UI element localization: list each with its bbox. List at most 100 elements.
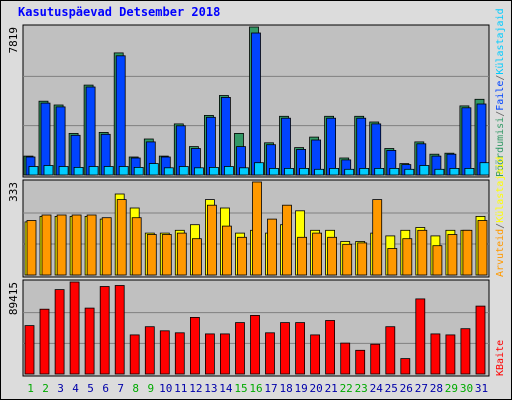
bar-bytes-kbaite-16 <box>250 314 260 375</box>
bar-hits-faile-14 <box>220 97 231 176</box>
bar-hits-külastajaid-2 <box>43 165 54 176</box>
bar-hits-külastajaid-14 <box>223 166 234 176</box>
x-tick-label-day-28: 28 <box>430 382 443 395</box>
bar-hits-külastajaid-17 <box>269 167 279 176</box>
bar-hits-faile-2 <box>40 102 51 176</box>
x-tick-label-day-3: 3 <box>57 382 64 395</box>
bar-bytes-kbaite-5 <box>84 307 95 375</box>
bar-bytes-kbaite-21 <box>325 320 336 375</box>
bar-bytes-kbaite-23 <box>355 349 366 375</box>
x-tick-label-day-7: 7 <box>117 382 124 395</box>
x-tick-label-day-23: 23 <box>355 382 368 395</box>
x-tick-label-day-14: 14 <box>219 382 233 395</box>
x-tick-label-day-20: 20 <box>309 382 322 395</box>
bar-hits-külastajaid-6 <box>103 166 114 176</box>
x-tick-label-day-31: 31 <box>475 382 488 395</box>
panel-visits-ymax-label: 333 <box>7 182 20 202</box>
bar-visits-arvuteid-4 <box>71 214 82 276</box>
bar-hits-külastajaid-23 <box>359 167 370 176</box>
x-tick-label-day-25: 25 <box>385 382 398 395</box>
bar-hits-külastajaid-9 <box>148 163 159 176</box>
x-tick-label-day-27: 27 <box>415 382 428 395</box>
right-axis-caption-middle: Arvuteid/Külastajaid <box>495 157 506 277</box>
bar-visits-arvuteid-15 <box>237 236 247 276</box>
bar-bytes-kbaite-28 <box>430 333 441 375</box>
bar-hits-faile-18 <box>281 117 291 176</box>
bar-bytes-kbaite-18 <box>280 322 290 375</box>
bar-hits-faile-13 <box>205 116 216 176</box>
x-tick-label-day-29: 29 <box>445 382 458 395</box>
bar-visits-arvuteid-7 <box>116 199 127 276</box>
bar-visits-arvuteid-10 <box>161 234 172 276</box>
x-tick-label-day-12: 12 <box>189 382 202 395</box>
x-tick-label-day-24: 24 <box>370 382 384 395</box>
bar-bytes-kbaite-2 <box>39 308 50 375</box>
bar-hits-külastajaid-30 <box>464 167 475 176</box>
bar-hits-külastajaid-28 <box>434 168 445 176</box>
bar-visits-arvuteid-30 <box>462 229 473 276</box>
bar-visits-arvuteid-16 <box>252 181 262 276</box>
bar-visits-arvuteid-12 <box>191 238 202 276</box>
bar-bytes-kbaite-27 <box>415 298 426 375</box>
bar-visits-arvuteid-20 <box>312 232 323 276</box>
bar-visits-arvuteid-17 <box>267 218 277 276</box>
right-axis-caption-part: Faile <box>495 81 506 111</box>
right-axis-caption-part: Külastajaid <box>495 8 506 74</box>
x-tick-label-day-15: 15 <box>234 382 247 395</box>
bar-visits-arvuteid-23 <box>357 242 368 276</box>
bar-bytes-kbaite-12 <box>189 316 200 375</box>
bar-bytes-kbaite-4 <box>69 281 80 375</box>
bar-hits-külastajaid-29 <box>449 167 460 176</box>
bar-visits-arvuteid-22 <box>342 243 353 276</box>
bar-bytes-kbaite-10 <box>159 330 170 375</box>
bar-visits-arvuteid-28 <box>432 245 443 276</box>
bar-bytes-kbaite-20 <box>310 334 321 375</box>
right-axis-caption-part: Arvuteid <box>495 229 506 277</box>
bar-visits-arvuteid-5 <box>86 214 97 276</box>
bar-bytes-kbaite-30 <box>460 328 471 375</box>
x-tick-label-day-10: 10 <box>159 382 172 395</box>
right-axis-caption-part: Pöördumisi <box>495 117 506 177</box>
bar-bytes-kbaite-22 <box>340 342 351 375</box>
bar-hits-külastajaid-1 <box>28 166 39 176</box>
bar-hits-külastajaid-18 <box>284 167 294 176</box>
right-axis-caption-part: / <box>495 111 506 117</box>
right-axis-caption-top: Pöördumisi/Faile/Külastajaid <box>495 8 506 177</box>
x-tick-label-day-16: 16 <box>249 382 262 395</box>
bar-hits-külastajaid-4 <box>73 166 84 176</box>
bar-hits-külastajaid-16 <box>254 162 264 176</box>
x-tick-label-day-2: 2 <box>42 382 49 395</box>
bar-visits-arvuteid-1 <box>26 220 37 276</box>
bar-visits-arvuteid-3 <box>56 214 67 276</box>
right-axis-caption-bottom: KBaite <box>495 340 506 376</box>
bar-hits-külastajaid-5 <box>88 166 99 176</box>
panel-hits-ymax-label: 7819 <box>7 27 20 54</box>
bar-hits-külastajaid-11 <box>178 166 189 176</box>
bar-bytes-kbaite-3 <box>54 289 65 375</box>
x-tick-label-day-9: 9 <box>147 382 154 395</box>
bar-visits-arvuteid-27 <box>417 229 428 276</box>
bar-visits-arvuteid-11 <box>176 232 187 276</box>
bar-hits-külastajaid-3 <box>58 166 69 176</box>
bar-hits-faile-30 <box>461 107 472 176</box>
right-axis-caption-part: KBaite <box>495 340 506 376</box>
x-tick-label-day-17: 17 <box>264 382 277 395</box>
bar-visits-arvuteid-26 <box>402 238 413 276</box>
bar-hits-külastajaid-31 <box>479 162 490 176</box>
x-tick-label-day-21: 21 <box>325 382 338 395</box>
bar-visits-arvuteid-31 <box>477 220 488 276</box>
bar-hits-faile-21 <box>326 117 337 176</box>
bar-visits-arvuteid-25 <box>387 248 398 276</box>
bar-visits-arvuteid-13 <box>206 204 217 276</box>
bar-hits-külastajaid-8 <box>133 166 144 176</box>
bar-hits-külastajaid-21 <box>329 167 340 176</box>
bar-bytes-kbaite-6 <box>99 286 110 375</box>
bar-hits-faile-24 <box>371 123 382 176</box>
bar-hits-külastajaid-10 <box>163 167 174 176</box>
bar-hits-külastajaid-13 <box>208 166 219 176</box>
bar-visits-arvuteid-2 <box>41 214 52 276</box>
x-tick-label-day-8: 8 <box>132 382 139 395</box>
bar-visits-arvuteid-19 <box>297 236 308 276</box>
bar-hits-faile-5 <box>85 86 96 176</box>
bar-visits-arvuteid-6 <box>101 217 112 276</box>
